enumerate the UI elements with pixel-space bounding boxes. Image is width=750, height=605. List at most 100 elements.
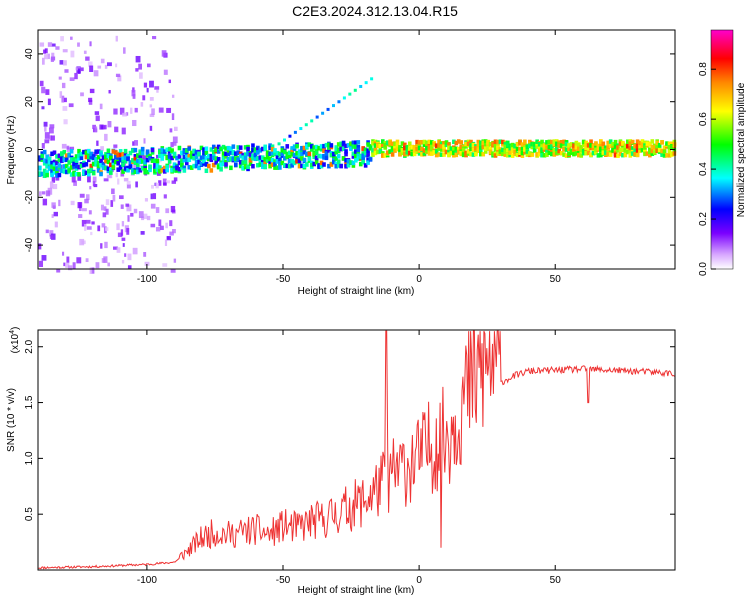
spectrogram-cell <box>211 162 216 168</box>
spectrogram-cell <box>439 147 444 152</box>
spectrogram-cell <box>300 146 304 151</box>
spectrogram-cell <box>101 164 106 170</box>
spectrogram-cell <box>670 151 674 156</box>
spectrogram-cell <box>100 58 105 64</box>
spectrogram-cell <box>45 89 50 95</box>
spectrogram-cell <box>437 143 441 148</box>
spectrogram-cell <box>221 151 226 156</box>
spectrogram-cell <box>403 149 407 154</box>
spectrogram-cell <box>140 102 144 107</box>
spectrogram-cell <box>454 152 459 158</box>
spectrogram-cell <box>144 198 148 202</box>
spectrogram-cell <box>283 156 287 161</box>
spectrogram-cell <box>630 146 635 151</box>
spectrogram-cell <box>373 145 378 151</box>
spectrogram-cell <box>199 145 204 151</box>
spectrogram-cell <box>270 150 275 156</box>
spectrogram-cell <box>104 133 108 141</box>
spectrogram-cell <box>52 170 57 175</box>
spectrogram-cell <box>143 155 147 161</box>
spectrogram-cell <box>155 164 160 169</box>
spectrogram-cell <box>110 200 114 207</box>
spectrogram-cell <box>321 111 325 115</box>
spectrogram-cell <box>251 148 255 153</box>
spectrogram-cell <box>94 162 98 167</box>
spectrogram-cell <box>85 258 89 263</box>
spectrogram-cell <box>182 154 187 159</box>
spectrogram-cell <box>133 153 138 159</box>
spectrogram-cell <box>395 146 400 152</box>
spectrogram-cell <box>126 165 130 171</box>
spectrogram-cell <box>518 140 522 146</box>
spectrogram-cell <box>155 154 159 159</box>
spectrogram-cell <box>461 152 466 158</box>
colorbar-gradient <box>710 29 734 270</box>
spectrogram-cell <box>113 150 118 155</box>
spectrogram-cell <box>211 149 216 155</box>
spectrogram-cell <box>120 229 124 236</box>
spectrogram-cell <box>118 152 123 158</box>
spectrogram-cell <box>62 106 68 111</box>
spectrogram-cell <box>476 139 481 145</box>
spectrogram-cell <box>265 150 270 155</box>
spectrogram-cell <box>613 139 618 145</box>
spectrogram-cell <box>481 140 486 146</box>
spectrogram-cell <box>61 95 65 103</box>
spectrogram-cell <box>55 166 59 172</box>
spectrogram-cell <box>652 145 657 150</box>
spectrogram-cell <box>140 146 145 152</box>
spectrogram-cell <box>562 147 566 152</box>
spectrogram-cell <box>207 163 211 169</box>
spectrogram-cell <box>216 149 221 154</box>
colorbar-tick-label: 0.0 <box>698 262 709 276</box>
spectrogram-cell <box>107 121 112 128</box>
spectrogram-cell <box>62 164 67 169</box>
spectrogram-cell <box>591 147 596 153</box>
spectrogram-cell <box>62 149 67 155</box>
spectrogram-cell <box>456 146 461 152</box>
spectrogram-cell <box>63 60 67 66</box>
spectrogram-cell <box>82 149 86 155</box>
spectrogram-cell <box>493 153 498 158</box>
spectrogram-cell <box>535 144 539 149</box>
spectrogram-cell <box>621 147 625 153</box>
spectrogram-cell <box>606 152 610 157</box>
spectrogram-cell <box>47 156 52 162</box>
spectrogram-cell <box>520 146 525 151</box>
spectrogram-cell <box>170 167 174 173</box>
spectrogram-cell <box>263 161 267 166</box>
spectrogram-cell <box>131 148 135 153</box>
spectrogram-cell <box>138 211 144 219</box>
spectrogram-cell <box>64 169 69 175</box>
spectrogram-cell <box>268 156 272 162</box>
spectrogram-cell <box>434 152 439 158</box>
spectrogram-cell <box>123 177 129 182</box>
spectrogram-cell <box>145 149 150 154</box>
spectrogram-cell <box>111 162 116 168</box>
spectrogram-cell <box>135 181 138 188</box>
spectrogram-cell <box>121 221 125 227</box>
spectrogram-cell <box>194 163 199 169</box>
spectrogram-cell <box>648 149 652 155</box>
spectrogram-cell <box>52 166 57 171</box>
spectrogram-cell <box>344 151 348 157</box>
spectrogram-cell <box>194 149 199 155</box>
figure-title: C2E3.2024.312.13.04.R15 <box>292 3 458 19</box>
spectrogram-cell <box>60 151 64 156</box>
spectrogram-cell <box>263 164 267 169</box>
spectrogram-cell <box>74 161 79 167</box>
spectrogram-cell <box>44 139 50 144</box>
spectrogram-cell <box>616 148 620 153</box>
spectrogram-cell <box>92 176 97 183</box>
spectrogram-cell <box>69 146 75 150</box>
spectrogram-cell <box>45 229 49 234</box>
spectrogram-cell <box>650 144 655 150</box>
spectrogram-cell <box>40 151 45 156</box>
spectrogram-cell <box>226 151 231 157</box>
spectrogram-cell <box>476 148 481 153</box>
spectrogram-cell <box>41 86 46 94</box>
spectrogram-cell <box>268 163 272 169</box>
spectrogram-cell <box>125 203 130 207</box>
spectrogram-cell <box>51 43 56 47</box>
spectrogram-cell <box>332 159 336 165</box>
